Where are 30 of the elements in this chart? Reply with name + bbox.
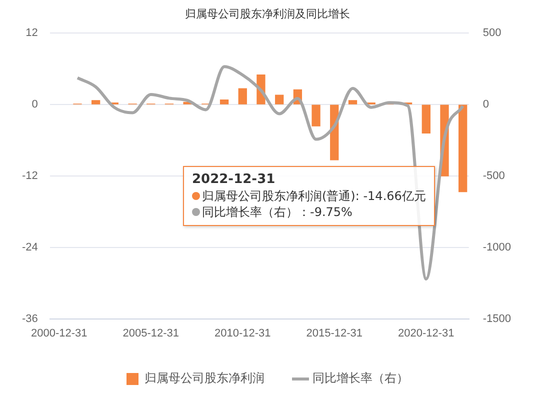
- y2-tick-label: -500: [482, 170, 505, 182]
- bar: [422, 104, 430, 134]
- chart-title: 归属母公司股东净利润及同比增长: [185, 7, 350, 20]
- y2-tick-label: 500: [482, 27, 502, 40]
- y-tick-label: -12: [22, 170, 38, 182]
- x-tick-label: 2020-12-31: [398, 327, 454, 340]
- legend-label: 同比增长率（右）: [312, 371, 408, 386]
- annotation: 归属母公司股东净利润(普通): -14.66亿元: [201, 188, 426, 204]
- y-tick-label: 0: [32, 98, 38, 111]
- bar: [312, 104, 320, 126]
- bar: [275, 94, 284, 104]
- x-tick-label: 2000-12-31: [31, 327, 88, 340]
- y2-tick-label: -1000: [482, 241, 512, 254]
- y-tick-label: 12: [26, 27, 38, 40]
- line-series: [76, 65, 464, 280]
- annotation: 2022-12-31: [192, 172, 276, 188]
- annotation: 同比增长率（右）：-9.75%: [201, 204, 354, 220]
- x-tick-label: 2005-12-31: [122, 327, 180, 340]
- bar: [91, 100, 100, 104]
- legend-label: 归属母公司股东净利润: [144, 371, 264, 386]
- bar: [220, 100, 229, 104]
- y-tick-label: -24: [22, 241, 38, 254]
- bar: [238, 88, 247, 104]
- y2-tick-label: -1500: [482, 312, 512, 325]
- x-tick-label: 2010-12-31: [214, 327, 271, 340]
- y2-tick-label: 0: [482, 98, 489, 111]
- y-tick-label: -36: [22, 312, 38, 325]
- bar: [458, 104, 468, 192]
- bar: [348, 100, 358, 104]
- x-tick-label: 2015-12-31: [306, 327, 363, 340]
